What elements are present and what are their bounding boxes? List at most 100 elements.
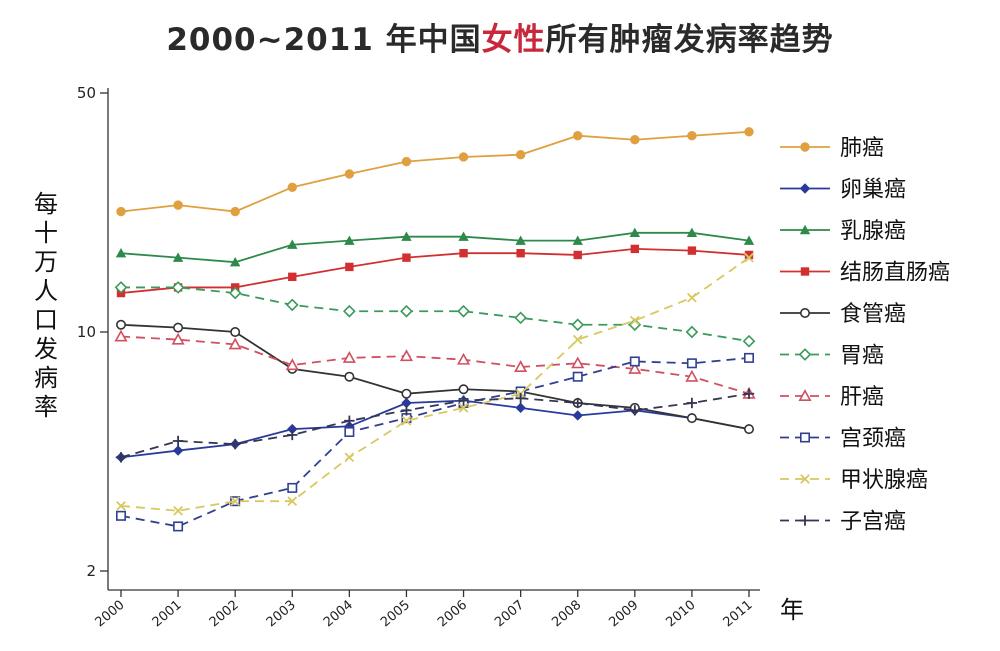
legend-marker [799,432,810,443]
data-point [401,405,412,416]
data-point [173,322,184,333]
title-highlight: 女性 [481,22,546,58]
x-tick-label: 2009 [606,598,641,631]
title-prefix: 2000~2011 年中国 [166,22,482,58]
data-point [114,281,128,294]
data-point [571,318,585,332]
series-line-4 [120,247,750,294]
data-point [345,262,354,272]
data-point [459,249,468,258]
series-line-8 [120,356,750,528]
x-tick-label: 2004 [321,598,356,631]
series-line-2 [120,399,750,459]
x-tick-label: 2006 [435,598,470,631]
x-tick-label: 2002 [207,598,242,631]
x-tick-label: 2010 [663,598,698,631]
data-point [687,246,697,255]
data-point [172,445,184,456]
data-point [573,131,583,141]
data-point [629,356,640,367]
data-point [344,235,355,245]
data-point [344,426,355,437]
data-point [285,298,299,312]
data-point [630,244,640,254]
data-point [401,388,412,399]
legend-marker [798,389,812,402]
legend-marker [800,142,810,152]
data-point [230,496,241,507]
data-point [515,393,526,404]
legend-marker [799,307,810,318]
series-line-1 [120,130,750,213]
y-tick-label: 2 [86,562,96,580]
data-point [687,292,697,303]
legend-label: 食管癌 [840,302,906,327]
data-point [572,371,583,382]
series-line-3 [120,231,750,264]
data-point [572,397,583,409]
data-point [172,435,184,447]
data-point [116,319,127,330]
data-point [686,227,698,238]
legend-label: 肝癌 [840,385,884,410]
legend-label: 卵巢癌 [840,178,906,203]
data-point [401,397,412,409]
data-point [287,239,298,249]
data-point [229,438,241,450]
data-point [515,402,526,414]
data-point [686,397,698,409]
data-point [228,337,242,350]
legend-label: 胃癌 [840,344,884,369]
data-point [743,388,755,399]
data-point [401,415,412,426]
x-tick-label: 2005 [378,598,413,631]
data-point [629,227,641,238]
data-point [173,200,183,210]
series-line-9 [120,256,750,512]
legend-label: 宫颈癌 [840,427,906,452]
data-point [285,358,299,371]
x-tick-label: 2000 [93,598,128,631]
legend-label: 甲状腺癌 [840,468,928,493]
data-point [744,250,754,260]
data-point [628,362,642,374]
legend-marker [800,474,810,484]
chart-title: 2000~2011 年中国女性所有肿瘤发病率趋势 [0,14,1000,59]
legend-marker [799,224,811,235]
data-point [115,452,127,463]
data-point [743,235,755,245]
data-point [458,152,469,162]
data-point [515,235,526,245]
data-point [457,304,470,318]
data-point [630,135,640,145]
data-point [629,315,640,326]
legend-marker [800,267,810,276]
data-point [344,371,355,382]
data-point [344,169,355,179]
data-point [458,403,469,413]
data-point [116,510,127,521]
data-point [173,521,184,532]
data-point [343,304,356,318]
data-point [685,325,699,339]
y-tick-label: 10 [77,323,96,341]
data-point [114,329,128,342]
x-tick-label: 2001 [150,598,185,631]
data-point [342,351,356,363]
data-point [401,156,412,167]
data-point [456,352,471,365]
legend-marker [799,183,811,194]
data-point [514,360,528,373]
data-point [116,206,126,217]
legend-label: 乳腺癌 [840,219,906,244]
data-point [288,272,297,282]
data-point [229,257,241,267]
series-line-7 [120,335,750,395]
data-point [573,250,582,260]
data-point [287,429,298,441]
y-tick-label: 50 [77,84,96,102]
data-point [572,334,583,345]
data-point [399,349,414,362]
y-axis-label: 每十万人口发病率 [34,190,58,421]
